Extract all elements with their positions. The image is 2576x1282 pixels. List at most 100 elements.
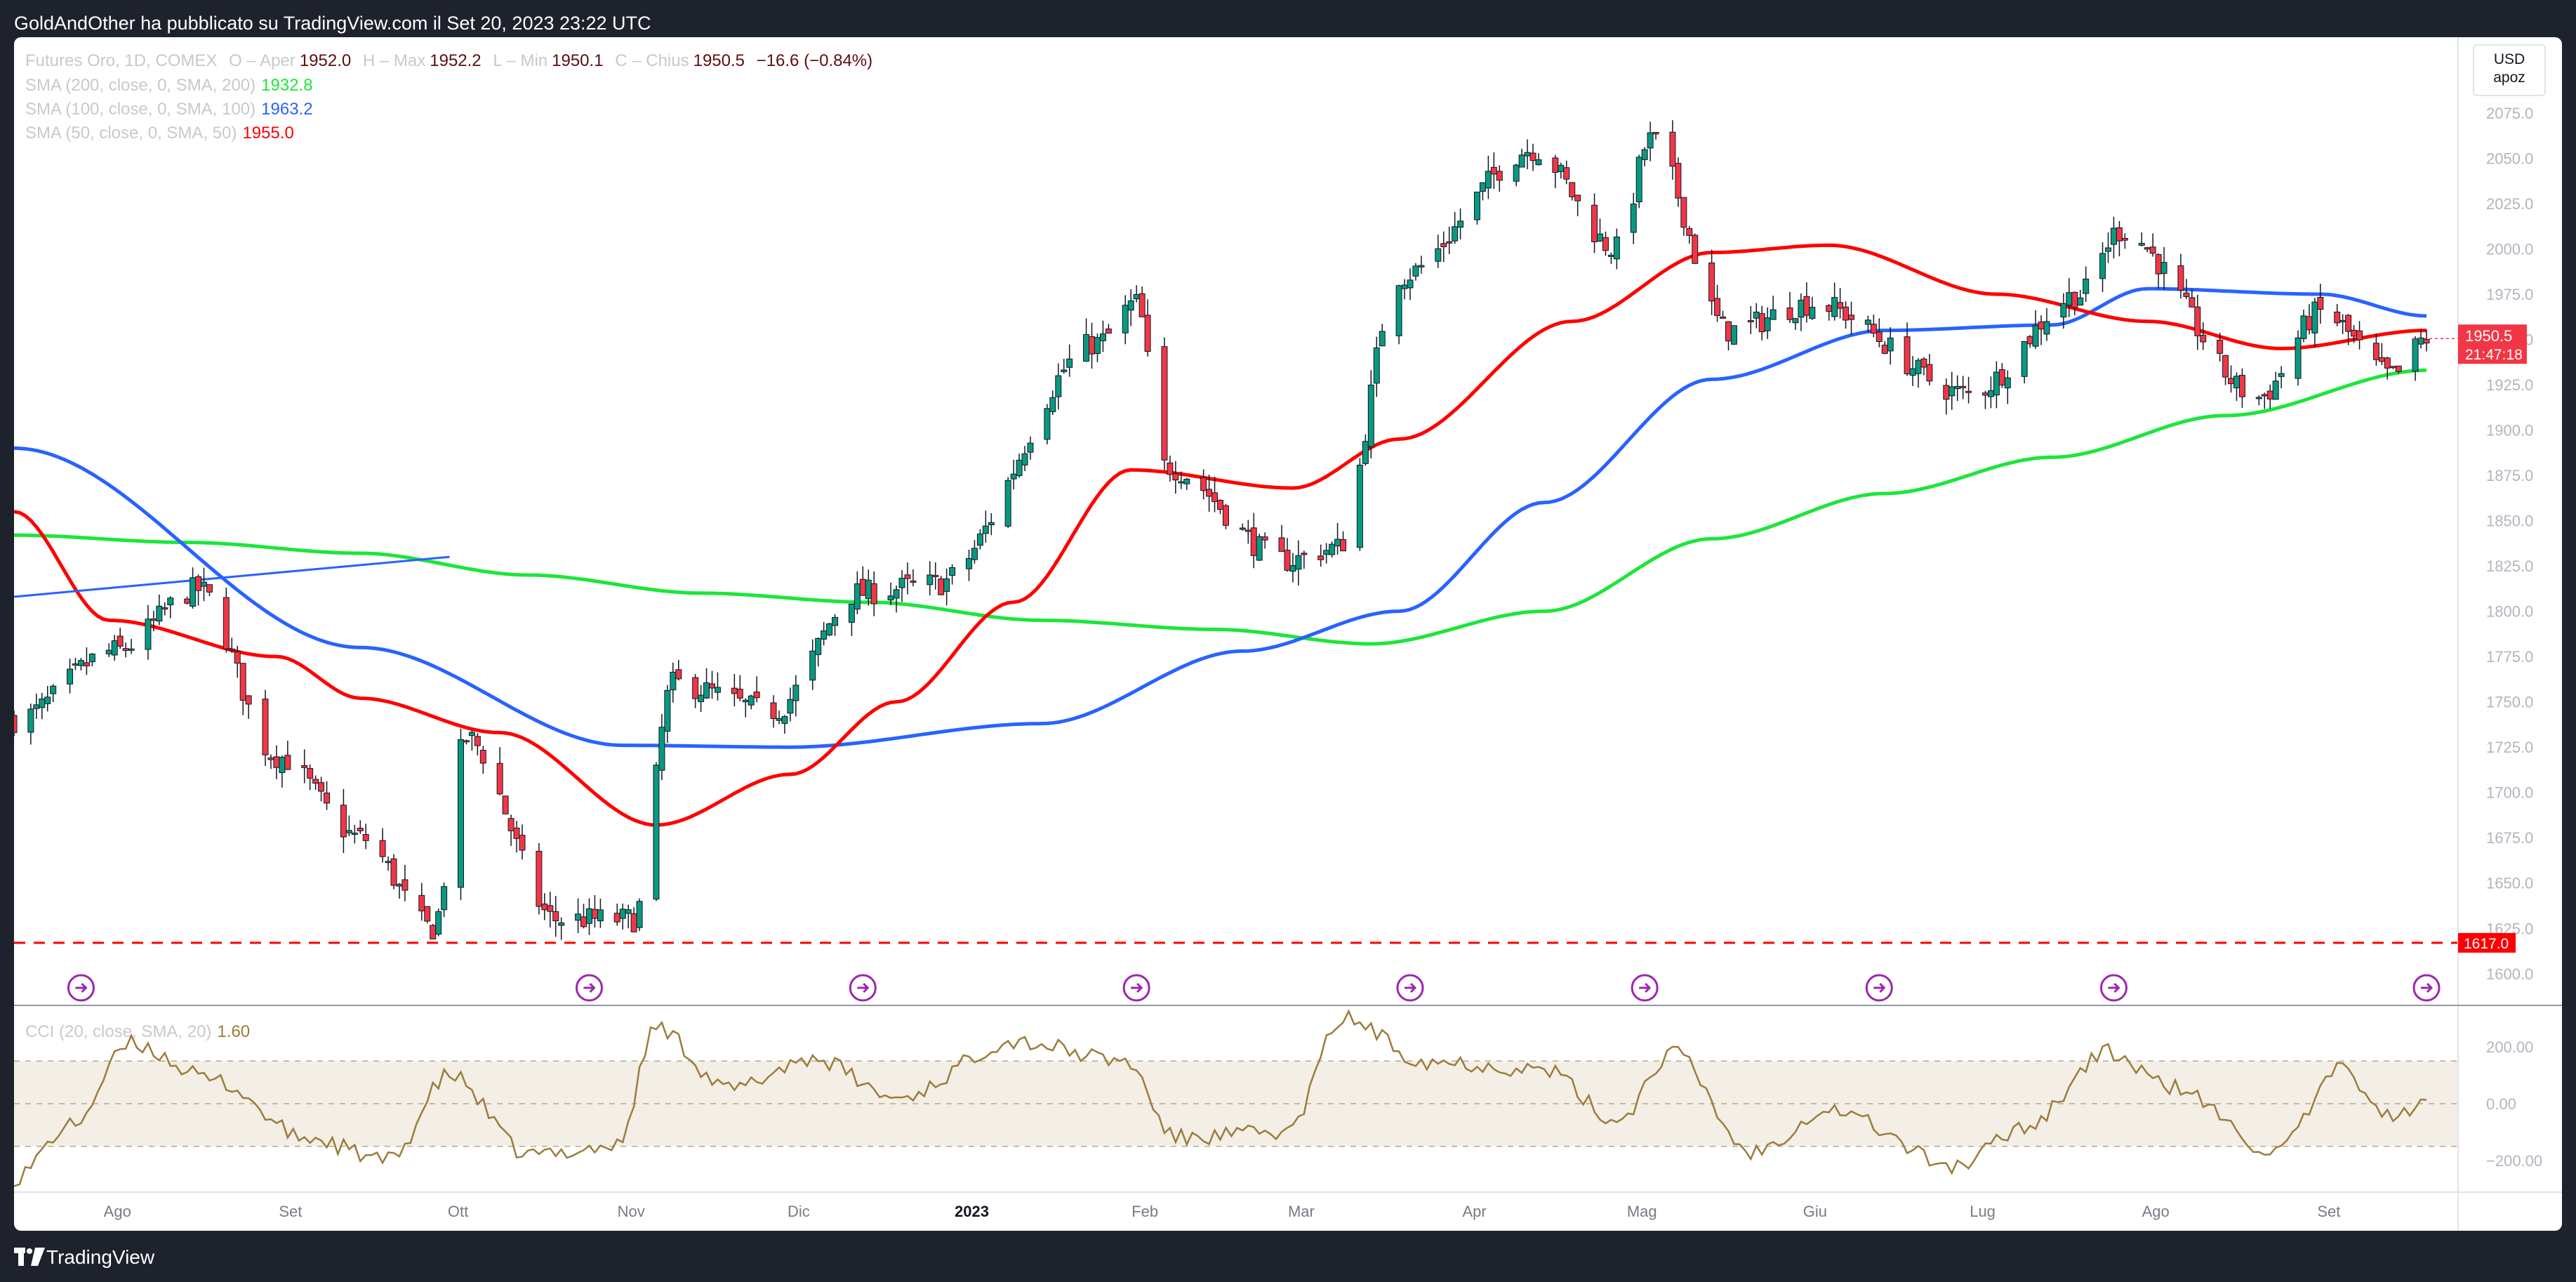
candle-body xyxy=(2077,297,2084,306)
candle-body xyxy=(1954,385,1961,390)
candle-body xyxy=(2351,329,2358,337)
candle-body xyxy=(167,597,174,606)
candle-body xyxy=(479,750,486,764)
candle-body xyxy=(1055,375,1062,397)
candle-body xyxy=(547,905,554,912)
economic-event-icon[interactable] xyxy=(1122,974,1150,1002)
candle-body xyxy=(401,879,409,891)
chart-canvas[interactable]: 1600.01625.01650.01675.01700.01725.01750… xyxy=(14,37,2562,1231)
open-value: 1952.0 xyxy=(299,51,352,70)
change-value: −16.6 (−0.84%) xyxy=(756,51,873,70)
lightning-event-icon[interactable] xyxy=(2412,974,2441,1002)
close-value: 1950.5 xyxy=(693,51,745,70)
candle-body xyxy=(1943,385,1950,400)
candle-body xyxy=(1206,489,1213,497)
candle-body xyxy=(1133,293,1140,300)
sma-lines-front xyxy=(14,941,2458,1187)
candle-body xyxy=(776,718,783,721)
symbol-label[interactable]: Futures Oro, 1D, COMEX xyxy=(25,51,218,70)
sma50-legend[interactable]: SMA (50, close, 0, SMA, 50) 1955.0 xyxy=(25,124,294,143)
candle-body xyxy=(1831,297,1838,317)
trendline xyxy=(14,555,450,598)
cci-legend[interactable]: CCI (20, close, SMA, 20) 1.60 xyxy=(25,1022,250,1042)
sma200-legend[interactable]: SMA (200, close, 0, SMA, 200) 1932.8 xyxy=(25,76,313,95)
candle-body xyxy=(206,584,213,593)
economic-event-icon[interactable] xyxy=(575,974,603,1002)
x-tick-label: Lug xyxy=(1970,1203,1996,1220)
x-tick-label: Set xyxy=(279,1203,302,1220)
candle-body xyxy=(1066,358,1073,368)
candle-body xyxy=(1138,293,1146,317)
y-tick-label: 1775.0 xyxy=(2486,648,2533,666)
candle-body xyxy=(457,739,464,888)
candle-body xyxy=(2372,343,2379,360)
candle-body xyxy=(619,908,626,919)
candle-body xyxy=(1569,182,1576,197)
candle-body xyxy=(424,906,431,922)
candle-body xyxy=(1161,346,1168,461)
candle-body xyxy=(312,779,319,784)
candle-body xyxy=(77,660,84,666)
candle-body xyxy=(396,883,403,887)
event-arrow xyxy=(857,982,870,993)
candle-body xyxy=(1440,243,1447,247)
candle-body xyxy=(2278,373,2285,377)
candle-body xyxy=(145,619,152,650)
candle-body xyxy=(190,577,197,607)
candle-body xyxy=(1250,527,1257,556)
y-tick-label: 1850.0 xyxy=(2486,513,2533,530)
y-tick-label: 2025.0 xyxy=(2486,195,2533,213)
event-arrow xyxy=(1405,982,1417,993)
economic-event-icon[interactable] xyxy=(1865,974,1893,1002)
candle-body xyxy=(324,793,331,804)
candle-body xyxy=(1452,226,1459,242)
currency-scale-button[interactable]: USD apoz xyxy=(2473,44,2546,96)
y-tick-label: 2000.0 xyxy=(2486,240,2533,258)
candle-body xyxy=(201,581,208,587)
candle-body xyxy=(1016,459,1023,477)
candle-body xyxy=(736,689,743,699)
candle-body xyxy=(239,663,246,701)
candle-body xyxy=(1887,337,1894,352)
candle-body xyxy=(1641,149,1648,160)
candle-body xyxy=(418,894,425,911)
candle-body xyxy=(1490,166,1497,175)
candle-body xyxy=(1630,204,1637,233)
cci-band-fill xyxy=(14,1061,2458,1146)
candle-body xyxy=(2395,365,2402,372)
candle-body xyxy=(379,840,386,857)
candle-body xyxy=(703,682,710,699)
candle-body xyxy=(1764,317,1771,331)
sma100-legend[interactable]: SMA (100, close, 0, SMA, 100) 1963.2 xyxy=(25,100,313,119)
candle-body xyxy=(2066,292,2073,306)
y-tick-label: 1750.0 xyxy=(2486,694,2533,711)
candle-body xyxy=(1948,386,1956,397)
economic-event-icon[interactable] xyxy=(849,974,877,1002)
candle-body xyxy=(1965,390,1972,393)
candle-body xyxy=(27,708,34,733)
candle-body xyxy=(2261,394,2268,397)
economic-event-icon[interactable] xyxy=(1631,974,1659,1002)
y-tick-label: 1650.0 xyxy=(2486,875,2533,892)
candle-body xyxy=(468,732,475,736)
candle-body xyxy=(430,925,437,939)
economic-event-icon[interactable] xyxy=(67,974,95,1002)
candle-body xyxy=(83,662,90,666)
candle-body xyxy=(1334,538,1341,547)
economic-event-icon[interactable] xyxy=(1396,974,1424,1002)
candle-body xyxy=(2384,357,2391,369)
candle-body xyxy=(1211,492,1219,503)
economic-event-icon[interactable] xyxy=(2099,974,2127,1002)
y-tick-label: 1925.0 xyxy=(2486,376,2533,394)
candle-body xyxy=(630,913,637,932)
candle-body xyxy=(675,669,682,680)
candle-body xyxy=(1552,157,1559,173)
candle-body xyxy=(1044,408,1051,440)
candle-body xyxy=(1647,132,1654,149)
candle-body xyxy=(1524,152,1531,157)
candle-body xyxy=(792,685,799,701)
candle-body xyxy=(1485,171,1492,189)
chart-panel[interactable]: 1600.0 1625.0 1650.0 1675.0 1700.0 1725.0 1750… xyxy=(14,37,2562,1231)
candle-body xyxy=(1089,336,1096,355)
candle-body xyxy=(748,695,755,706)
